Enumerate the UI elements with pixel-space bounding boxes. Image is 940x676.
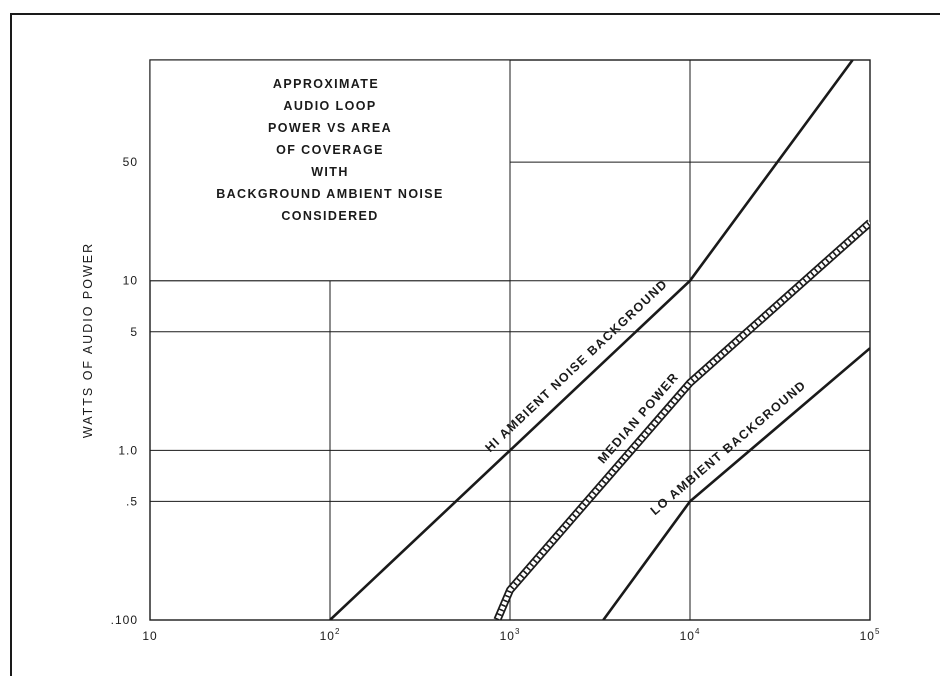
x-tick-label: 10 [142,629,157,643]
series-label: MEDIAN POWER [595,370,681,466]
note-box [149,59,511,282]
series-line-median-outline [493,219,870,620]
chart-title-line: OF COVERAGE [276,143,384,157]
y-tick-label: .100 [111,613,138,627]
y-tick-label: 50 [123,155,138,169]
chart-title-line: APPROXIMATE [273,77,379,91]
chart-title-line: AUDIO LOOP [283,99,376,113]
y-axis-label: WATTS OF AUDIO POWER [81,242,95,438]
chart-title-line: CONSIDERED [281,209,378,223]
x-tick-label: 104 [680,627,701,643]
chart-title-line: WITH [311,165,349,179]
chart-title-line: POWER VS AREA [268,121,392,135]
x-tick-label: 105 [860,627,881,643]
series-label: HI AMBIENT NOISE BACKGROUND [482,277,670,455]
y-tick-label: 1.0 [118,443,138,457]
x-tick-label: 102 [320,627,341,643]
chart-title-line: BACKGROUND AMBIENT NOISE [216,187,444,201]
series-line-median-hatch [495,220,870,620]
y-tick-label: 10 [123,274,138,288]
figure-frame [10,13,940,676]
x-tick-label: 103 [500,627,521,643]
series-line [602,347,870,620]
series-line-median-inner [495,220,870,620]
y-tick-label: 5 [130,325,138,339]
y-tick-label: .5 [126,494,138,508]
series-line [329,60,854,620]
